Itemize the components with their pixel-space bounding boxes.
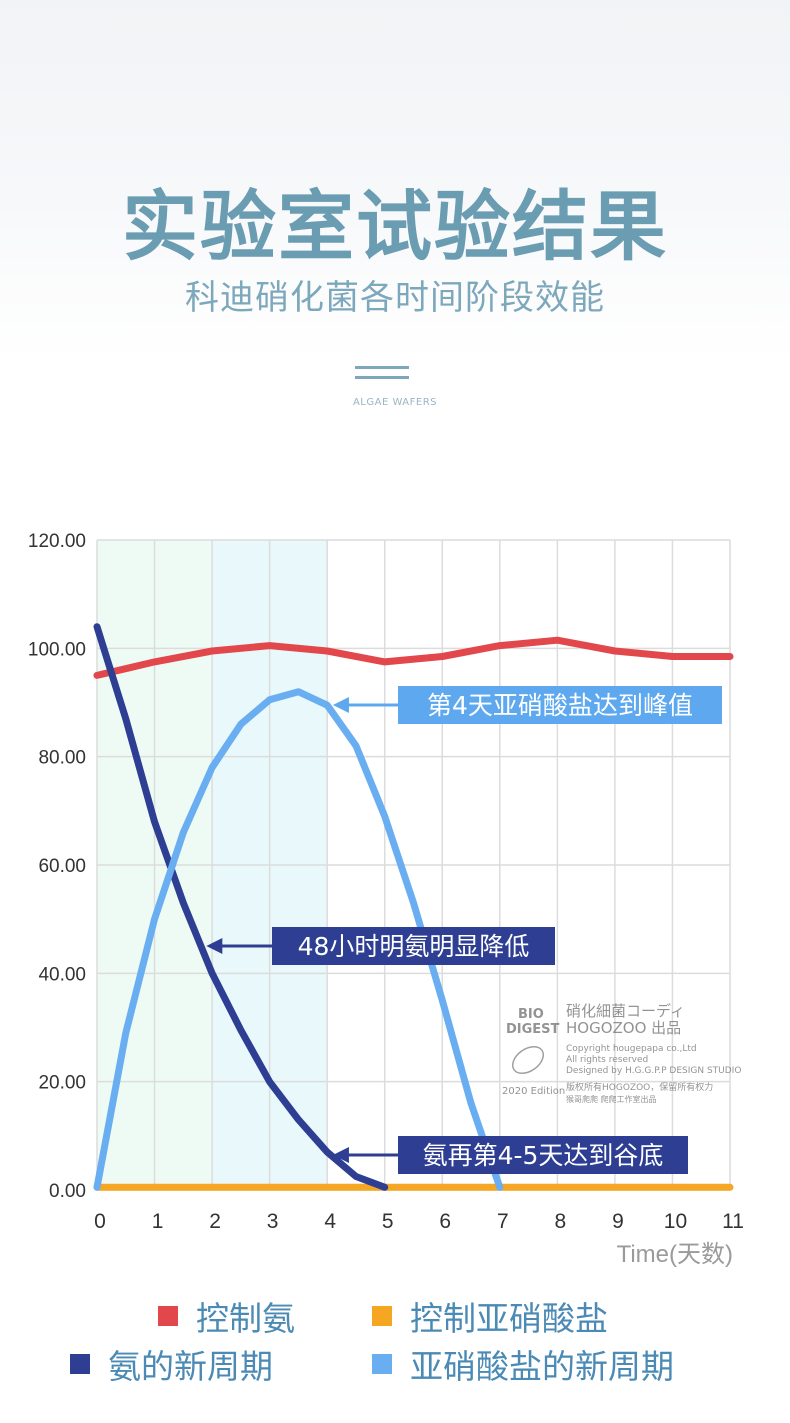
- x-tick-label: 3: [267, 1210, 279, 1233]
- watermark-text: Designed by H.G.G.P.P DESIGN STUDIO: [566, 1066, 741, 1076]
- legend-item-control-nitrite: 控制亚硝酸盐: [372, 1292, 608, 1340]
- watermark-text: Copyright hougepapa co.,Ltd: [566, 1044, 697, 1054]
- legend-item-ammonia-cycle: 氨的新周期: [70, 1340, 273, 1388]
- x-tick-label: 5: [382, 1210, 394, 1233]
- annotation-arrowhead: [206, 938, 223, 954]
- x-tick-label: 1: [152, 1210, 164, 1233]
- annotation-label: 第4天亚硝酸盐达到峰值: [427, 691, 693, 720]
- y-tick-label: 100.00: [28, 639, 86, 660]
- x-tick-label: 11: [722, 1210, 744, 1233]
- watermark-text: 猴哥爬爬 爬爬工作室出品: [566, 1094, 657, 1104]
- watermark-text: 硝化細菌コーディ: [566, 1002, 685, 1020]
- bacteria-icon: [511, 1045, 545, 1075]
- y-tick-label: 80.00: [38, 748, 86, 769]
- legend-item-control-ammonia: 控制氨: [158, 1292, 295, 1340]
- legend-label: 亚硝酸盐的新周期: [410, 1347, 674, 1386]
- x-tick-label: 4: [324, 1210, 336, 1233]
- legend-swatch: [70, 1354, 90, 1374]
- divider-line-top: [355, 366, 409, 369]
- x-tick-label: 0: [94, 1210, 106, 1233]
- legend-swatch: [158, 1306, 178, 1326]
- watermark-edition: 2020 Edition: [502, 1086, 565, 1097]
- annotation-box: [398, 686, 722, 724]
- watermark-logo-text: BIO: [518, 1007, 544, 1022]
- line-chart: 0.00 20.00 40.00 60.00 80.00 100.00 120.00 0 1 2 3…: [28, 531, 744, 1268]
- legend-label: 控制亚硝酸盐: [410, 1299, 608, 1338]
- x-tick-label: 2: [209, 1210, 221, 1233]
- annotation-label: 氨再第4-5天达到谷底: [423, 1141, 664, 1170]
- x-axis-label: Time(天数): [617, 1241, 733, 1268]
- legend-item-nitrite-cycle: 亚硝酸盐的新周期: [372, 1340, 674, 1388]
- y-tick-label: 40.00: [38, 964, 86, 985]
- annotation-arrowhead: [332, 697, 349, 713]
- watermark-logo-text: DIGEST: [506, 1022, 560, 1037]
- x-tick-label: 8: [555, 1210, 567, 1233]
- y-tick-label: 20.00: [38, 1073, 86, 1094]
- annotation-label: 48小时明氨明显降低: [298, 932, 530, 961]
- annotation-box: [272, 927, 555, 965]
- series-line: [93, 623, 389, 1191]
- y-tick-label: 120.00: [28, 531, 86, 552]
- x-tick-label: 6: [439, 1210, 451, 1233]
- watermark-text: HOGOZOO 出品: [566, 1019, 681, 1037]
- divider-line-bottom: [355, 376, 409, 379]
- legend-swatch: [372, 1306, 392, 1326]
- y-tick-label: 0.00: [49, 1181, 86, 1202]
- watermark-text: 版权所有HOGOZOO，保留所有权力: [566, 1081, 713, 1093]
- page-subtitle: 科迪硝化菌各时间阶段效能: [185, 278, 605, 318]
- header-background: [0, 0, 790, 360]
- y-tick-label: 60.00: [38, 856, 86, 877]
- legend-label: 控制氨: [196, 1299, 295, 1338]
- x-tick-label: 9: [612, 1210, 624, 1233]
- series-line: [93, 688, 504, 1191]
- legend-swatch: [372, 1354, 392, 1374]
- tagline: ALGAE WAFERS: [352, 397, 438, 408]
- annotation-arrowhead: [332, 1147, 349, 1163]
- legend-label: 氨的新周期: [108, 1347, 273, 1386]
- annotation-box: [398, 1136, 688, 1174]
- series-line: [93, 636, 734, 679]
- watermark-text: All rights reserved: [566, 1055, 648, 1065]
- x-tick-label: 10: [664, 1210, 687, 1233]
- x-tick-label: 7: [497, 1210, 509, 1233]
- page-title: 实验室试验结果: [122, 182, 668, 271]
